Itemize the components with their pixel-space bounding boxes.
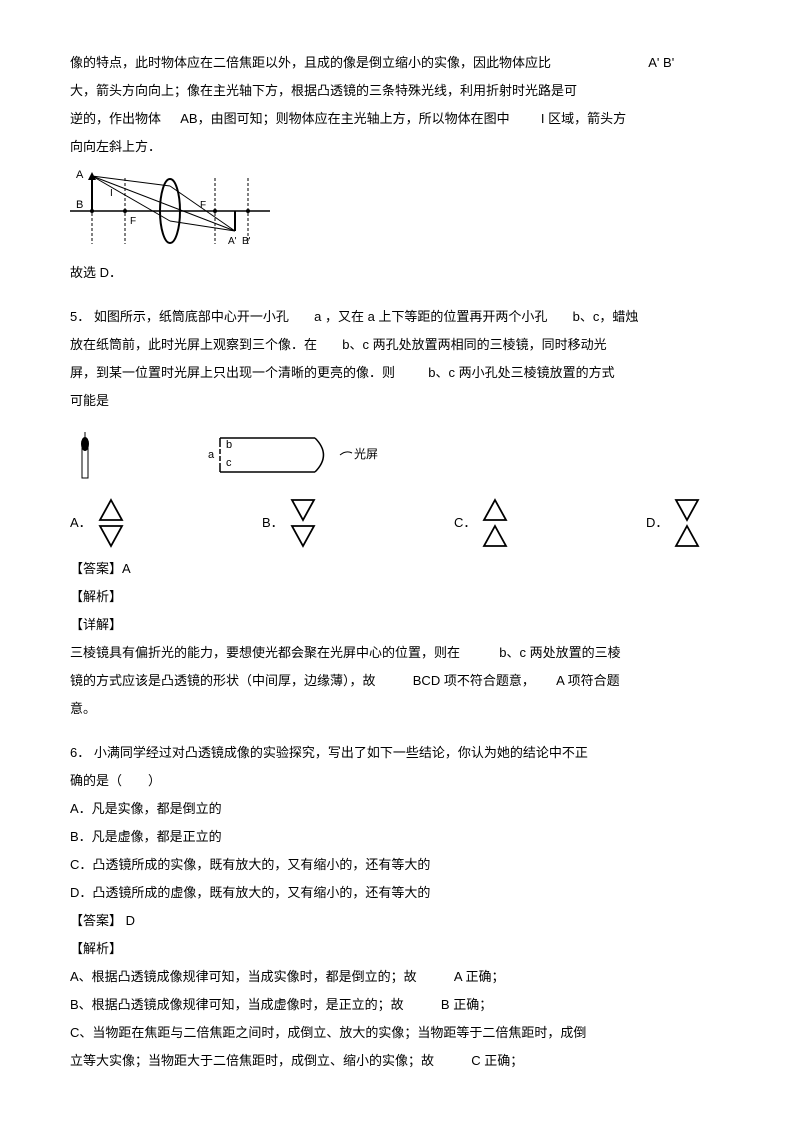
p4-line3: 逆的，作出物体 AB，由图可知；则物体应在主光轴上方，所以物体在图中 I 区域，… <box>70 106 730 132</box>
p6-exp-c1: C、当物距在焦距与二倍焦距之间时，成倒立、放大的实像；当物距等于二倍焦距时，成倒 <box>70 1020 730 1046</box>
p6-exp-c2: 立等大实像；当物距大于二倍焦距时，成倒立、缩小的实像；故 C 正确； <box>70 1048 730 1074</box>
p4-lens-diagram: F F A B A' B' I <box>70 166 730 256</box>
p4-conclusion: 故选 D． <box>70 260 730 286</box>
p5-exp1: 三棱镜具有偏折光的能力，要想使光都会聚在光屏中心的位置，则在 b、c 两处放置的… <box>70 640 730 666</box>
p6-q-line2: 确的是（ ） <box>70 768 730 794</box>
p5-option-a: A． <box>70 498 124 548</box>
p6-q-line1: 6． 小满同学经过对凸透镜成像的实验探究，写出了如下一些结论，你认为她的结论中不… <box>70 740 730 766</box>
svg-text:c: c <box>226 457 232 469</box>
svg-text:a: a <box>208 449 215 461</box>
triangle-down-icon <box>674 498 700 522</box>
p5-tube-diagram: a b c 光屏 <box>70 420 730 490</box>
p5-exp2: 镜的方式应该是凸透镜的形状（中间厚，边缘薄），故 BCD 项不符合题意， A 项… <box>70 668 730 694</box>
p5-q-line2: 放在纸筒前，此时光屏上观察到三个像．在 b、c 两孔处放置两相同的三棱镜，同时移… <box>70 332 730 358</box>
p6-opt-a: A．凡是实像，都是倒立的 <box>70 796 730 822</box>
p5-option-c: C． <box>454 498 508 548</box>
p5-q-line4: 可能是 <box>70 388 730 414</box>
p4-line2: 大，箭头方向向上；像在主光轴下方，根据凸透镜的三条特殊光线，利用折射时光路是可 <box>70 78 730 104</box>
p5-answer: 【答案】A <box>70 556 730 582</box>
p4-l1-a: 像的特点，此时物体应在二倍焦距以外，且成的像是倒立缩小的实像，因此物体应比 <box>70 55 551 70</box>
triangle-up-icon <box>674 524 700 548</box>
p6-exp-a: A、根据凸透镜成像规律可知，当成实像时，都是倒立的；故 A 正确； <box>70 964 730 990</box>
p5-q-line1: 5． 如图所示，纸筒底部中心开一小孔 a ，又在 a 上下等距的位置再开两个小孔… <box>70 304 730 330</box>
svg-text:A': A' <box>228 236 237 247</box>
p6-exp-b: B、根据凸透镜成像规律可知，当成虚像时，是正立的；故 B 正确； <box>70 992 730 1018</box>
p5-detail: 【详解】 <box>70 612 730 638</box>
svg-text:B': B' <box>242 236 251 247</box>
p5-option-d: D． <box>646 498 700 548</box>
p6-opt-c: C．凸透镜所成的实像，既有放大的，又有缩小的，还有等大的 <box>70 852 730 878</box>
triangle-up-icon <box>482 524 508 548</box>
p6-analysis: 【解析】 <box>70 936 730 962</box>
triangle-up-icon <box>98 498 124 522</box>
p4-line4: 向向左斜上方． <box>70 134 730 160</box>
p4-l1-b: A' B' <box>648 55 674 70</box>
p5-q-line3: 屏，到某一位置时光屏上只出现一个清晰的更亮的像．则 b、c 两小孔处三棱镜放置的… <box>70 360 730 386</box>
p6-opt-b: B．凡是虚像，都是正立的 <box>70 824 730 850</box>
p5-option-b: B． <box>262 498 316 548</box>
triangle-down-icon <box>290 498 316 522</box>
p4-line1: 像的特点，此时物体应在二倍焦距以外，且成的像是倒立缩小的实像，因此物体应比 A'… <box>70 50 730 76</box>
svg-text:光屏: 光屏 <box>354 447 378 461</box>
svg-text:A: A <box>76 169 84 181</box>
triangle-up-icon <box>482 498 508 522</box>
svg-text:I: I <box>110 188 113 199</box>
svg-text:b: b <box>226 439 232 451</box>
svg-text:B: B <box>76 199 83 211</box>
p6-opt-d: D．凸透镜所成的虚像，既有放大的，又有缩小的，还有等大的 <box>70 880 730 906</box>
p6-answer: 【答案】 D <box>70 908 730 934</box>
triangle-down-icon <box>98 524 124 548</box>
triangle-down-icon <box>290 524 316 548</box>
p5-exp3: 意。 <box>70 696 730 722</box>
p5-options: A． B． C． D． <box>70 498 730 548</box>
svg-text:F: F <box>130 216 136 227</box>
p5-analysis: 【解析】 <box>70 584 730 610</box>
